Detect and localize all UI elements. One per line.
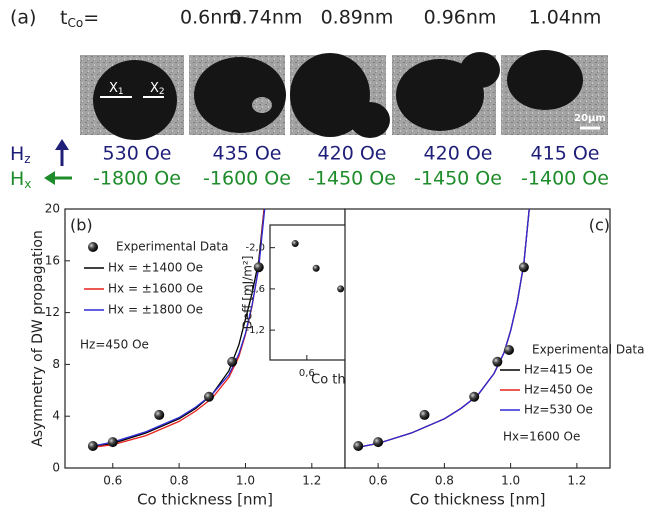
data-point: [420, 410, 430, 420]
x-tick-label: 0.6: [369, 474, 388, 488]
field-value: 420 Oe: [318, 143, 387, 165]
panel-label: (b): [70, 216, 93, 235]
x-axis-label: Co thickness [nm]: [410, 491, 546, 509]
sign: =: [83, 7, 99, 29]
data-point: [227, 357, 237, 367]
field-value: -1450 Oe: [308, 168, 396, 190]
panel-label: (c): [589, 216, 610, 235]
figure: X1 X2 20µm (a) tCo= 0.6nm0.74nm0.89nm0.9…: [0, 0, 666, 509]
x-tick-label: 0.8: [435, 474, 454, 488]
thickness-symbol: tCo=: [60, 7, 99, 30]
legend-label: Experimental Data: [116, 240, 229, 254]
hx-arrowhead: [44, 171, 55, 185]
field-value: 530 Oe: [103, 143, 172, 165]
legend-label: Hz=530 Oe: [524, 403, 593, 417]
data-point: [519, 262, 529, 272]
data-point: [492, 357, 502, 367]
data-point: [154, 410, 164, 420]
y-tick-label: 20: [45, 202, 60, 216]
y-axis-label: Asymmetry of DW propagation: [30, 230, 46, 447]
hz-arrowhead: [55, 139, 69, 150]
data-point: [88, 441, 98, 451]
legend-label: Hz=415 Oe: [524, 363, 593, 377]
x-tick-label: 1.2: [567, 474, 586, 488]
annotation-text: X: [109, 81, 118, 96]
field-value: 420 Oe: [424, 143, 493, 165]
y-tick-label: 12: [45, 305, 60, 319]
y-axis-label: Deff [mJ/m²]: [241, 256, 255, 330]
data-point: [292, 240, 299, 247]
field-value: -1800 Oe: [93, 168, 181, 190]
data-point: [373, 437, 383, 447]
data-point: [469, 392, 479, 402]
y-tick-label: 0: [52, 461, 60, 475]
legend-label: Experimental Data: [532, 343, 645, 357]
scale-bar-label: 20µm: [574, 113, 606, 124]
legend-label: Hz=450 Oe: [524, 383, 593, 397]
x-tick-label: 1.0: [236, 474, 255, 488]
field-symbol: Hz: [10, 143, 31, 166]
page: X1 X2 20µm (a) tCo= 0.6nm0.74nm0.89nm0.9…: [0, 0, 666, 509]
y-tick-label: 4: [52, 409, 60, 423]
x-tick-label: 0.6: [103, 474, 122, 488]
annotation: Hx=1600 Oe: [503, 430, 580, 444]
thickness-label: 1.04nm: [529, 7, 602, 29]
field-value: -1600 Oe: [203, 168, 291, 190]
field-value: 435 Oe: [213, 143, 282, 165]
subscript: z: [24, 152, 30, 166]
x-tick-label: 1.2: [302, 474, 321, 488]
legend-label: Hx = ±1400 Oe: [108, 261, 203, 275]
legend-marker: [504, 345, 514, 355]
legend-label: Hx = ±1600 Oe: [108, 282, 203, 296]
annotation-sub: 1: [118, 87, 124, 97]
thickness-label: 0.89nm: [321, 7, 394, 29]
x-tick-label: 1.0: [501, 474, 520, 488]
y-tick-label: -2,0: [245, 243, 265, 254]
annotation-sub: 2: [159, 87, 165, 97]
data-point: [108, 437, 118, 447]
data-point: [313, 265, 320, 272]
field-value: -1450 Oe: [414, 168, 502, 190]
legend-label: Hx = ±1800 Oe: [108, 303, 203, 317]
data-point: [353, 441, 363, 451]
thickness-label: 0.74nm: [230, 7, 303, 29]
field-symbol: Hx: [10, 168, 31, 191]
data-point: [254, 262, 264, 272]
annotation-text: X: [150, 81, 159, 96]
field-value: -1400 Oe: [521, 168, 609, 190]
symbol: H: [10, 143, 24, 165]
symbol: t: [60, 7, 67, 29]
thickness-label: 0.96nm: [424, 7, 497, 29]
y-tick-label: 8: [52, 357, 60, 371]
data-point: [204, 392, 214, 402]
annotation: Hz=450 Oe: [80, 338, 149, 352]
symbol: H: [10, 168, 24, 190]
legend-marker: [88, 242, 98, 252]
field-value: 415 Oe: [531, 143, 600, 165]
x-axis-label: Co thickness [nm]: [137, 491, 273, 509]
x-tick-label: 0.8: [170, 474, 189, 488]
data-point: [337, 285, 344, 292]
subscript: Co: [67, 16, 83, 30]
subscript: x: [24, 177, 31, 191]
y-tick-label: 16: [45, 253, 60, 267]
panel-label: (a): [10, 7, 36, 29]
